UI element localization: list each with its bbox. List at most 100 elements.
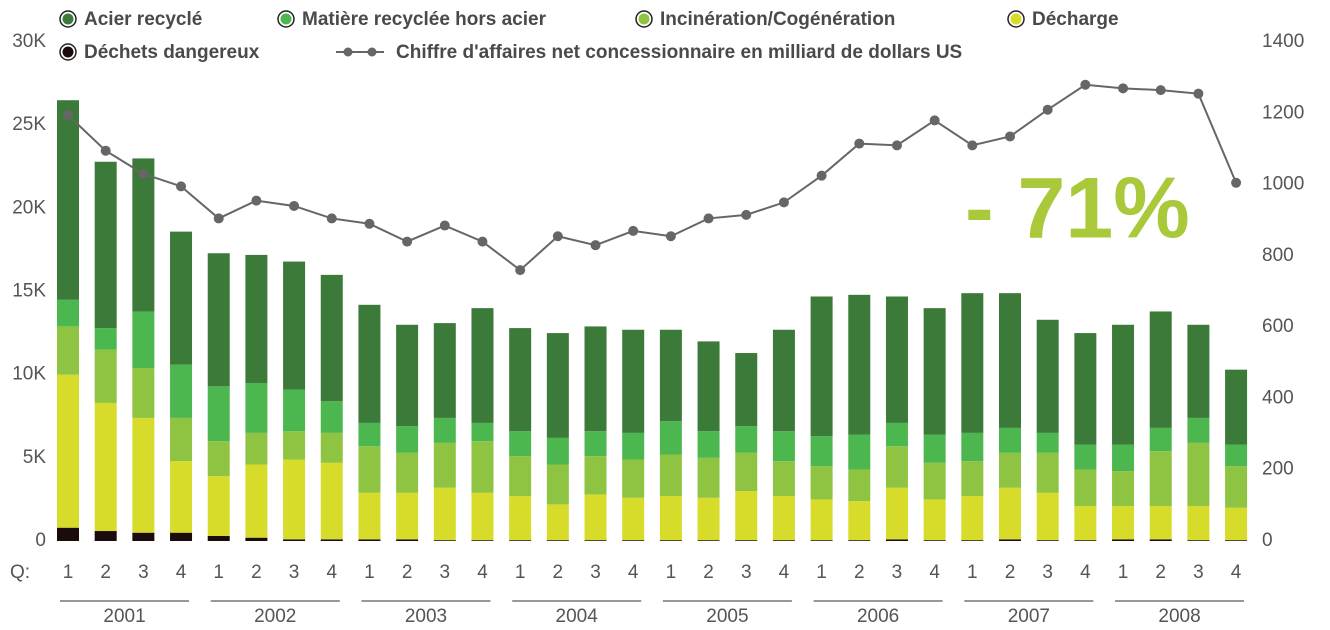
bar-segment: [358, 422, 381, 447]
bar-segment: [1225, 466, 1248, 508]
line-point: [552, 231, 563, 242]
bar-segment: [885, 539, 908, 541]
bar-segment: [396, 492, 419, 540]
bar-segment: [396, 324, 419, 427]
x-tick-label: 1: [213, 562, 224, 583]
bar-segment: [433, 323, 456, 418]
legend-label: Décharge: [1032, 9, 1119, 30]
line-point: [63, 110, 73, 121]
bar-segment: [57, 374, 79, 528]
x-tick-label: 1: [364, 562, 375, 583]
legend-swatch: [62, 13, 74, 25]
bar-segment: [320, 274, 343, 402]
bar-segment: [697, 431, 720, 458]
line-point: [778, 197, 789, 208]
bar-segment: [1149, 506, 1172, 540]
line-point: [816, 170, 827, 181]
bar-segment: [584, 326, 607, 432]
y-tick-label: 0: [35, 530, 46, 551]
bar-segment: [885, 487, 908, 540]
legend-item: Acier recyclé: [59, 9, 202, 30]
bar-segment: [1036, 432, 1059, 453]
legend-item: Incinération/Cogénération: [635, 9, 895, 30]
bar-segment: [1112, 471, 1135, 507]
bar-segment: [810, 436, 833, 467]
bar-segment: [132, 158, 155, 312]
bar-segment: [999, 427, 1021, 453]
bar-segment: [433, 540, 456, 541]
bar-segment: [471, 422, 494, 442]
legend-item: Décharge: [1007, 9, 1119, 30]
x-tick-label: 4: [628, 562, 639, 583]
year-label: 2005: [706, 606, 748, 627]
bar-segment: [885, 446, 908, 488]
x-tick-label: 3: [289, 562, 300, 583]
bar-segment: [396, 426, 419, 453]
bar-segment: [358, 304, 381, 423]
x-tick-label: 2: [251, 562, 262, 583]
x-tick-label: 2: [100, 562, 111, 583]
bar-segment: [1187, 417, 1210, 443]
bar-segment: [1074, 444, 1097, 470]
bar-segment: [170, 417, 193, 462]
line-point: [439, 220, 450, 231]
bar-segment: [659, 454, 682, 497]
bar-segment: [584, 494, 607, 541]
x-tick-label: 3: [440, 562, 451, 583]
bar-segment: [1112, 444, 1135, 472]
x-tick-label: 1: [967, 562, 978, 583]
bar-segment: [207, 476, 230, 537]
y2-tick-label: 600: [1262, 316, 1294, 337]
bar-segment: [1074, 506, 1097, 541]
bar-segment: [961, 293, 984, 433]
bar-segment: [433, 442, 456, 488]
bar-segment: [132, 417, 155, 533]
legend-label: Déchets dangereux: [84, 42, 260, 63]
x-tick-label: 1: [666, 562, 677, 583]
bar-segment: [735, 491, 758, 541]
bar-segment: [57, 100, 79, 300]
bar-segment: [1036, 319, 1059, 433]
bar-segment: [509, 496, 532, 541]
bar-segment: [170, 364, 193, 418]
bar-segment: [1187, 324, 1210, 418]
bar-segment: [848, 540, 871, 541]
bar-segment: [358, 446, 381, 493]
x-tick-label: 2: [703, 562, 714, 583]
line-point: [929, 115, 940, 126]
bar-segment: [283, 459, 306, 540]
annotation: - 71%: [965, 161, 1190, 257]
bar-segment: [170, 231, 193, 365]
bar-segment: [170, 461, 193, 533]
line-point: [1155, 85, 1166, 96]
bar-segment: [509, 328, 532, 432]
x-tick-label: 2: [402, 562, 413, 583]
bar-segment: [245, 432, 268, 465]
line-point: [176, 181, 187, 192]
bar-segment: [697, 540, 720, 541]
line-point: [665, 231, 676, 242]
bar-segment: [923, 499, 946, 541]
bar-segment: [94, 402, 117, 532]
bar-segment: [1112, 324, 1135, 445]
bar-segment: [810, 499, 833, 541]
bar-segment: [1149, 451, 1172, 507]
x-tick-label: 2: [1155, 562, 1166, 583]
legend-label: Incinération/Cogénération: [660, 9, 895, 30]
bar-segment: [622, 329, 645, 433]
bar-segment: [245, 382, 268, 433]
x-tick-label: 3: [1193, 562, 1204, 583]
legend-label: Matière recyclée hors acier: [302, 9, 547, 30]
bar-segment: [509, 431, 532, 457]
bar-segment: [358, 539, 381, 541]
line-point: [1042, 104, 1053, 115]
line-point: [1193, 88, 1204, 99]
line-point: [477, 236, 488, 247]
bar-segment: [735, 540, 758, 541]
bar-segment: [546, 504, 569, 541]
x-tick-label: 3: [892, 562, 903, 583]
bar-segment: [923, 308, 946, 435]
x-tick-label: 3: [138, 562, 149, 583]
bar-segment: [1074, 540, 1097, 541]
bar-segment: [923, 462, 946, 500]
